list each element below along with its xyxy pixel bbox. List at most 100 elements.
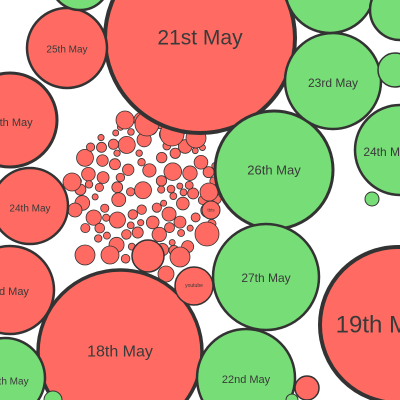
bubble[interactable] — [211, 222, 321, 332]
cluster-bubble[interactable] — [67, 202, 83, 218]
cluster-bubble[interactable] — [199, 182, 219, 202]
bubble[interactable] — [285, 0, 375, 35]
cluster-bubble[interactable] — [126, 187, 136, 197]
cluster-bubble[interactable] — [81, 166, 96, 182]
cluster-bubble[interactable] — [80, 223, 91, 234]
cluster-bubble[interactable] — [187, 187, 200, 200]
small-bubble-label: youtube — [185, 283, 203, 289]
cluster-bubble[interactable] — [169, 246, 191, 268]
cluster-bubble[interactable] — [179, 188, 188, 197]
bubble[interactable] — [353, 103, 400, 197]
cluster-bubble[interactable] — [157, 185, 166, 194]
bubble[interactable] — [0, 336, 47, 400]
cluster-bubble[interactable] — [151, 202, 162, 213]
cluster-bubble[interactable] — [173, 215, 187, 229]
cluster-bubble[interactable] — [151, 226, 167, 243]
cluster-bubble[interactable] — [176, 196, 190, 211]
cluster-bubble[interactable] — [190, 212, 201, 223]
cluster-bubble[interactable] — [96, 154, 109, 167]
cluster-bubble[interactable] — [96, 141, 107, 153]
cluster-bubble[interactable] — [134, 181, 152, 200]
cluster-bubble[interactable] — [157, 265, 175, 283]
bubble[interactable] — [43, 390, 63, 400]
bubble-label: 18th May — [87, 344, 153, 361]
cluster-bubble[interactable] — [194, 221, 220, 247]
bubble[interactable] — [50, 0, 110, 12]
cluster-bubble[interactable] — [100, 203, 110, 213]
cluster-bubble[interactable] — [184, 180, 194, 190]
bubble[interactable] — [377, 52, 400, 88]
cluster-bubble[interactable] — [102, 231, 111, 240]
cluster-bubble[interactable] — [169, 147, 181, 159]
bubble[interactable] — [294, 375, 320, 400]
cluster-bubble[interactable] — [109, 158, 121, 171]
cluster-bubble[interactable] — [156, 152, 168, 164]
cluster-bubble[interactable] — [121, 229, 132, 240]
cluster-bubble[interactable] — [127, 209, 139, 220]
cluster-bubble[interactable] — [191, 147, 199, 155]
bubble[interactable] — [195, 327, 297, 400]
cluster-bubble[interactable] — [111, 181, 124, 194]
bubble[interactable] — [0, 166, 70, 246]
cluster-bubble[interactable] — [107, 138, 119, 150]
cluster-bubble[interactable] — [62, 172, 82, 192]
cluster-bubble[interactable] — [120, 254, 131, 264]
cluster-bubble[interactable] — [112, 129, 120, 137]
cluster-bubble[interactable] — [97, 134, 105, 142]
cluster-bubble[interactable] — [102, 213, 111, 222]
cluster-bubble[interactable] — [84, 180, 94, 189]
cluster-bubble[interactable] — [168, 239, 176, 246]
bubble[interactable] — [0, 71, 59, 169]
cluster-bubble[interactable] — [137, 219, 145, 227]
cluster-bubble[interactable] — [109, 211, 126, 229]
cluster-bubble[interactable] — [136, 204, 147, 215]
bubble[interactable] — [36, 268, 204, 400]
cluster-bubble[interactable] — [94, 234, 103, 243]
cluster-bubble[interactable] — [131, 226, 144, 239]
cluster-bubble[interactable] — [137, 158, 146, 167]
bubble[interactable] — [285, 393, 299, 400]
cluster-bubble[interactable] — [115, 110, 135, 130]
cluster-bubble[interactable] — [164, 222, 175, 233]
cluster-bubble[interactable] — [160, 199, 168, 207]
cluster-bubble[interactable] — [177, 229, 185, 237]
cluster-bubble[interactable] — [113, 149, 121, 157]
bubble[interactable] — [364, 191, 380, 207]
cluster-bubble[interactable] — [117, 136, 136, 154]
cluster-bubble[interactable] — [176, 182, 184, 190]
cluster-bubble[interactable] — [161, 206, 177, 222]
cluster-bubble[interactable] — [91, 193, 99, 201]
cluster-bubble[interactable] — [86, 142, 96, 152]
cluster-bubble[interactable] — [166, 184, 176, 194]
cluster-bubble[interactable] — [115, 172, 126, 183]
cluster-bubble[interactable] — [145, 215, 160, 230]
cluster-bubble[interactable] — [163, 162, 182, 181]
cluster-bubble[interactable] — [100, 245, 120, 265]
bubble-label: 19th May — [336, 312, 400, 339]
cluster-bubble[interactable] — [169, 192, 178, 201]
bubble[interactable] — [368, 0, 400, 42]
cluster-bubble[interactable] — [96, 171, 110, 184]
cluster-bubble[interactable] — [94, 222, 106, 234]
bubble-label: 24th May — [9, 204, 50, 215]
cluster-bubble[interactable] — [122, 163, 135, 176]
cluster-bubble[interactable] — [155, 175, 168, 187]
cluster-bubble[interactable] — [94, 182, 104, 192]
cluster-bubble[interactable] — [127, 128, 135, 136]
cluster-bubble[interactable] — [186, 224, 194, 232]
small-bubble[interactable] — [201, 200, 221, 220]
cluster-bubble[interactable] — [74, 244, 96, 266]
small-bubble[interactable] — [131, 239, 165, 273]
bubble[interactable] — [0, 244, 56, 336]
bubble[interactable] — [318, 245, 400, 400]
cluster-bubble[interactable] — [85, 209, 102, 226]
bubble-label: 23rd May — [308, 76, 358, 90]
cluster-bubble[interactable] — [111, 192, 127, 208]
cluster-bubble[interactable] — [135, 149, 143, 157]
cluster-bubble[interactable] — [126, 221, 135, 230]
cluster-bubble[interactable] — [76, 149, 94, 167]
small-bubble[interactable] — [174, 266, 214, 306]
cluster-bubble[interactable] — [182, 165, 198, 181]
cluster-bubble[interactable] — [193, 155, 209, 170]
cluster-bubble[interactable] — [142, 163, 157, 178]
